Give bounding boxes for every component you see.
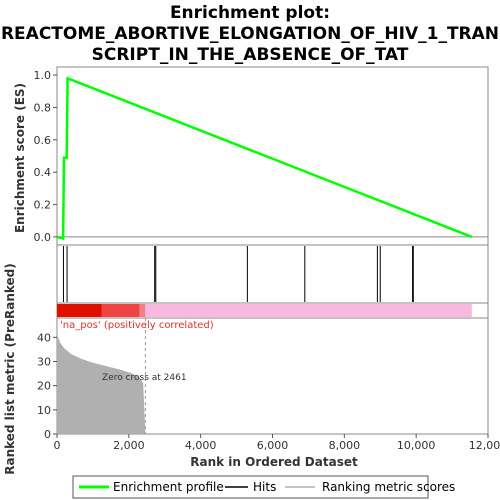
ranking-metric-area — [57, 330, 146, 434]
rank-ytick-label: 20 — [37, 380, 51, 393]
es-ytick-label: 0.4 — [34, 166, 52, 179]
x-axis-label: Rank in Ordered Dataset — [190, 455, 358, 469]
color-bar-segment — [101, 304, 140, 317]
rank-ytick-label: 0 — [44, 428, 51, 441]
color-bar-segment — [139, 304, 146, 317]
color-bar-segment — [145, 304, 472, 317]
es-ylabel: Enrichment score (ES) — [13, 83, 27, 233]
legend-ranking-label: Ranking metric scores — [322, 480, 455, 494]
x-tick-label: 8,000 — [329, 439, 361, 452]
rank-y-ticks: 0 10 20 30 40 — [37, 331, 57, 441]
color-bar-segment — [57, 304, 102, 317]
legend-hits-label: Hits — [253, 480, 276, 494]
rank-ytick-label: 40 — [37, 331, 51, 344]
legend-box — [72, 475, 429, 499]
title-line-2: REACTOME_ABORTIVE_ELONGATION_OF_HIV_1_TR… — [1, 24, 499, 44]
ranking-color-bar — [57, 304, 472, 317]
x-tick-label: 10,000 — [397, 439, 436, 452]
enrichment-profile-line — [56, 76, 473, 241]
legend-enrichment-label: Enrichment profile — [113, 480, 224, 494]
x-axis-ticks: 0 2,000 4,000 6,000 8,000 10,000 12,000 — [54, 434, 500, 452]
es-ytick-label: 0.2 — [34, 199, 52, 212]
x-tick-label: 4,000 — [185, 439, 217, 452]
x-tick-label: 6,000 — [257, 439, 289, 452]
rank-ytick-label: 30 — [37, 356, 51, 369]
positive-correlation-label: 'na_pos' (positively correlated) — [60, 320, 214, 331]
zero-cross-label: Zero cross at 2461 — [102, 373, 187, 383]
es-ytick-label: 0.0 — [34, 231, 52, 244]
hits-panel-frame — [56, 244, 489, 304]
hits-markers — [62, 246, 414, 302]
title-line-1: Enrichment plot: — [170, 3, 330, 23]
x-tick-label: 0 — [54, 439, 61, 452]
es-ytick-label: 1.0 — [34, 69, 52, 82]
rank-ylabel: Ranked list metric (PreRanked) — [3, 263, 17, 475]
x-tick-label: 12,000 — [469, 439, 500, 452]
x-tick-label: 2,000 — [113, 439, 145, 452]
es-ytick-label: 0.6 — [34, 134, 52, 147]
rank-ytick-label: 10 — [37, 404, 51, 417]
es-y-ticks: 0.0 0.2 0.4 0.6 0.8 1.0 — [34, 69, 57, 244]
title-line-3: SCRIPT_IN_THE_ABSENCE_OF_TAT — [92, 45, 409, 65]
es-ytick-label: 0.8 — [34, 101, 52, 114]
